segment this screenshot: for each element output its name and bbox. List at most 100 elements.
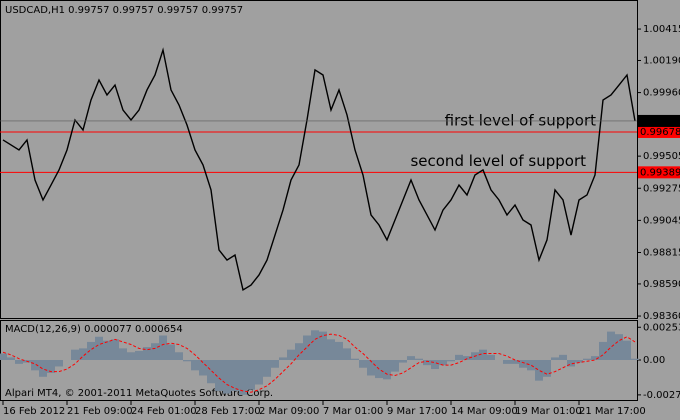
x-tick-label: 21 Feb 09:00 (67, 406, 133, 417)
macd-bar (407, 356, 415, 360)
macd-bar (255, 360, 263, 385)
x-tick-label: 28 Feb 17:00 (195, 406, 261, 417)
macd-bar (575, 360, 583, 363)
macd-bar (191, 360, 199, 371)
macd-bar (423, 360, 431, 366)
macd-bar (159, 335, 167, 360)
x-tick-label: 21 Mar 17:00 (579, 406, 646, 417)
macd-bar (551, 357, 559, 360)
current-price-box (638, 114, 680, 127)
macd-bar (559, 354, 567, 360)
macd-bar (399, 360, 407, 363)
x-tick-label: 19 Mar 01:00 (515, 406, 582, 417)
y-tick-label: 0.99275 (643, 183, 680, 194)
y-tick-label: 0.99045 (643, 215, 680, 226)
copyright: Alpari MT4, © 2001-2011 MetaQuotes Softw… (5, 388, 273, 399)
macd-bar (615, 334, 623, 360)
x-tick-label: 24 Feb 01:00 (131, 406, 197, 417)
macd-bar (327, 339, 335, 360)
macd-bar (215, 360, 223, 391)
y-tick-label: -0.002704 (643, 390, 680, 401)
macd-bar (199, 360, 207, 376)
macd-bar (583, 358, 591, 360)
macd-bar (631, 358, 639, 360)
macd-bar (0, 353, 7, 360)
level-price-label: 0.99389 (640, 167, 680, 178)
macd-bar (111, 339, 119, 360)
macd-bar (511, 360, 519, 364)
y-tick-label: 1.00415 (643, 24, 680, 35)
x-tick-label: 14 Mar 09:00 (451, 406, 518, 417)
level-price-box (638, 166, 680, 179)
macd-bar (87, 341, 95, 360)
macd-bar (383, 360, 391, 380)
level-price-box (638, 125, 680, 138)
macd-bar (287, 349, 295, 360)
macd-bar (135, 350, 143, 360)
macd-bar (479, 349, 487, 360)
macd-bar (543, 360, 551, 377)
macd-bar (79, 348, 87, 360)
y-tick-label: 0.002537 (643, 322, 680, 333)
support-annotation: first level of support (445, 111, 596, 129)
macd-bar (103, 340, 111, 360)
support-annotation: second level of support (410, 152, 586, 170)
macd-bar (175, 352, 183, 360)
macd-bar (439, 360, 447, 366)
macd-bar (503, 360, 511, 364)
chart-title: USDCAD,H1 0.99757 0.99757 0.99757 0.9975… (5, 5, 243, 16)
macd-bar (519, 360, 527, 368)
y-tick-label: 0.99505 (643, 151, 680, 162)
macd-bar (447, 360, 455, 362)
macd-bar (607, 331, 615, 360)
macd-bar (367, 360, 375, 376)
macd-bar (127, 352, 135, 360)
macd-bar (143, 347, 151, 360)
x-tick-label: 7 Mar 01:00 (323, 406, 383, 417)
current-price-label: 0.99757 (640, 116, 680, 127)
macd-bar (279, 357, 287, 360)
x-tick-label: 9 Mar 17:00 (387, 406, 447, 417)
macd-bar (231, 360, 239, 391)
macd-bar (359, 360, 367, 368)
macd-bar (7, 357, 15, 360)
macd-bar (623, 340, 631, 360)
macd-bar (295, 343, 303, 360)
macd-bar (55, 360, 63, 367)
macd-bar (455, 354, 463, 360)
macd-bar (319, 331, 327, 360)
macd-bar (415, 358, 423, 360)
y-tick-label: 0.00 (643, 355, 665, 366)
macd-bar (343, 348, 351, 360)
main-panel-frame (0, 0, 638, 319)
x-tick-label: 2 Mar 09:00 (259, 406, 319, 417)
macd-bar (271, 360, 279, 368)
macd-bar (487, 354, 495, 360)
macd-title: MACD(12,26,9) 0.000077 0.000654 (5, 324, 183, 335)
x-tick-label: 16 Feb 2012 (3, 406, 65, 417)
macd-bar (535, 360, 543, 381)
macd-bar (463, 356, 471, 360)
macd-bar (527, 360, 535, 371)
macd-bar (151, 343, 159, 360)
macd-bar (311, 330, 319, 360)
level-price-label: 0.99678 (640, 127, 680, 138)
macd-bar (239, 360, 247, 395)
macd-bar (47, 360, 55, 373)
macd-bar (335, 341, 343, 360)
macd-bar (263, 360, 271, 377)
macd-bar (351, 358, 359, 360)
macd-bar (119, 348, 127, 360)
macd-bar (567, 360, 575, 367)
macd-bar (183, 360, 191, 362)
macd-bar (207, 360, 215, 384)
macd-bar (391, 360, 399, 372)
macd-bar (599, 341, 607, 360)
y-tick-label: 0.98815 (643, 248, 680, 259)
macd-bar (247, 360, 255, 390)
macd-bar (31, 360, 39, 371)
